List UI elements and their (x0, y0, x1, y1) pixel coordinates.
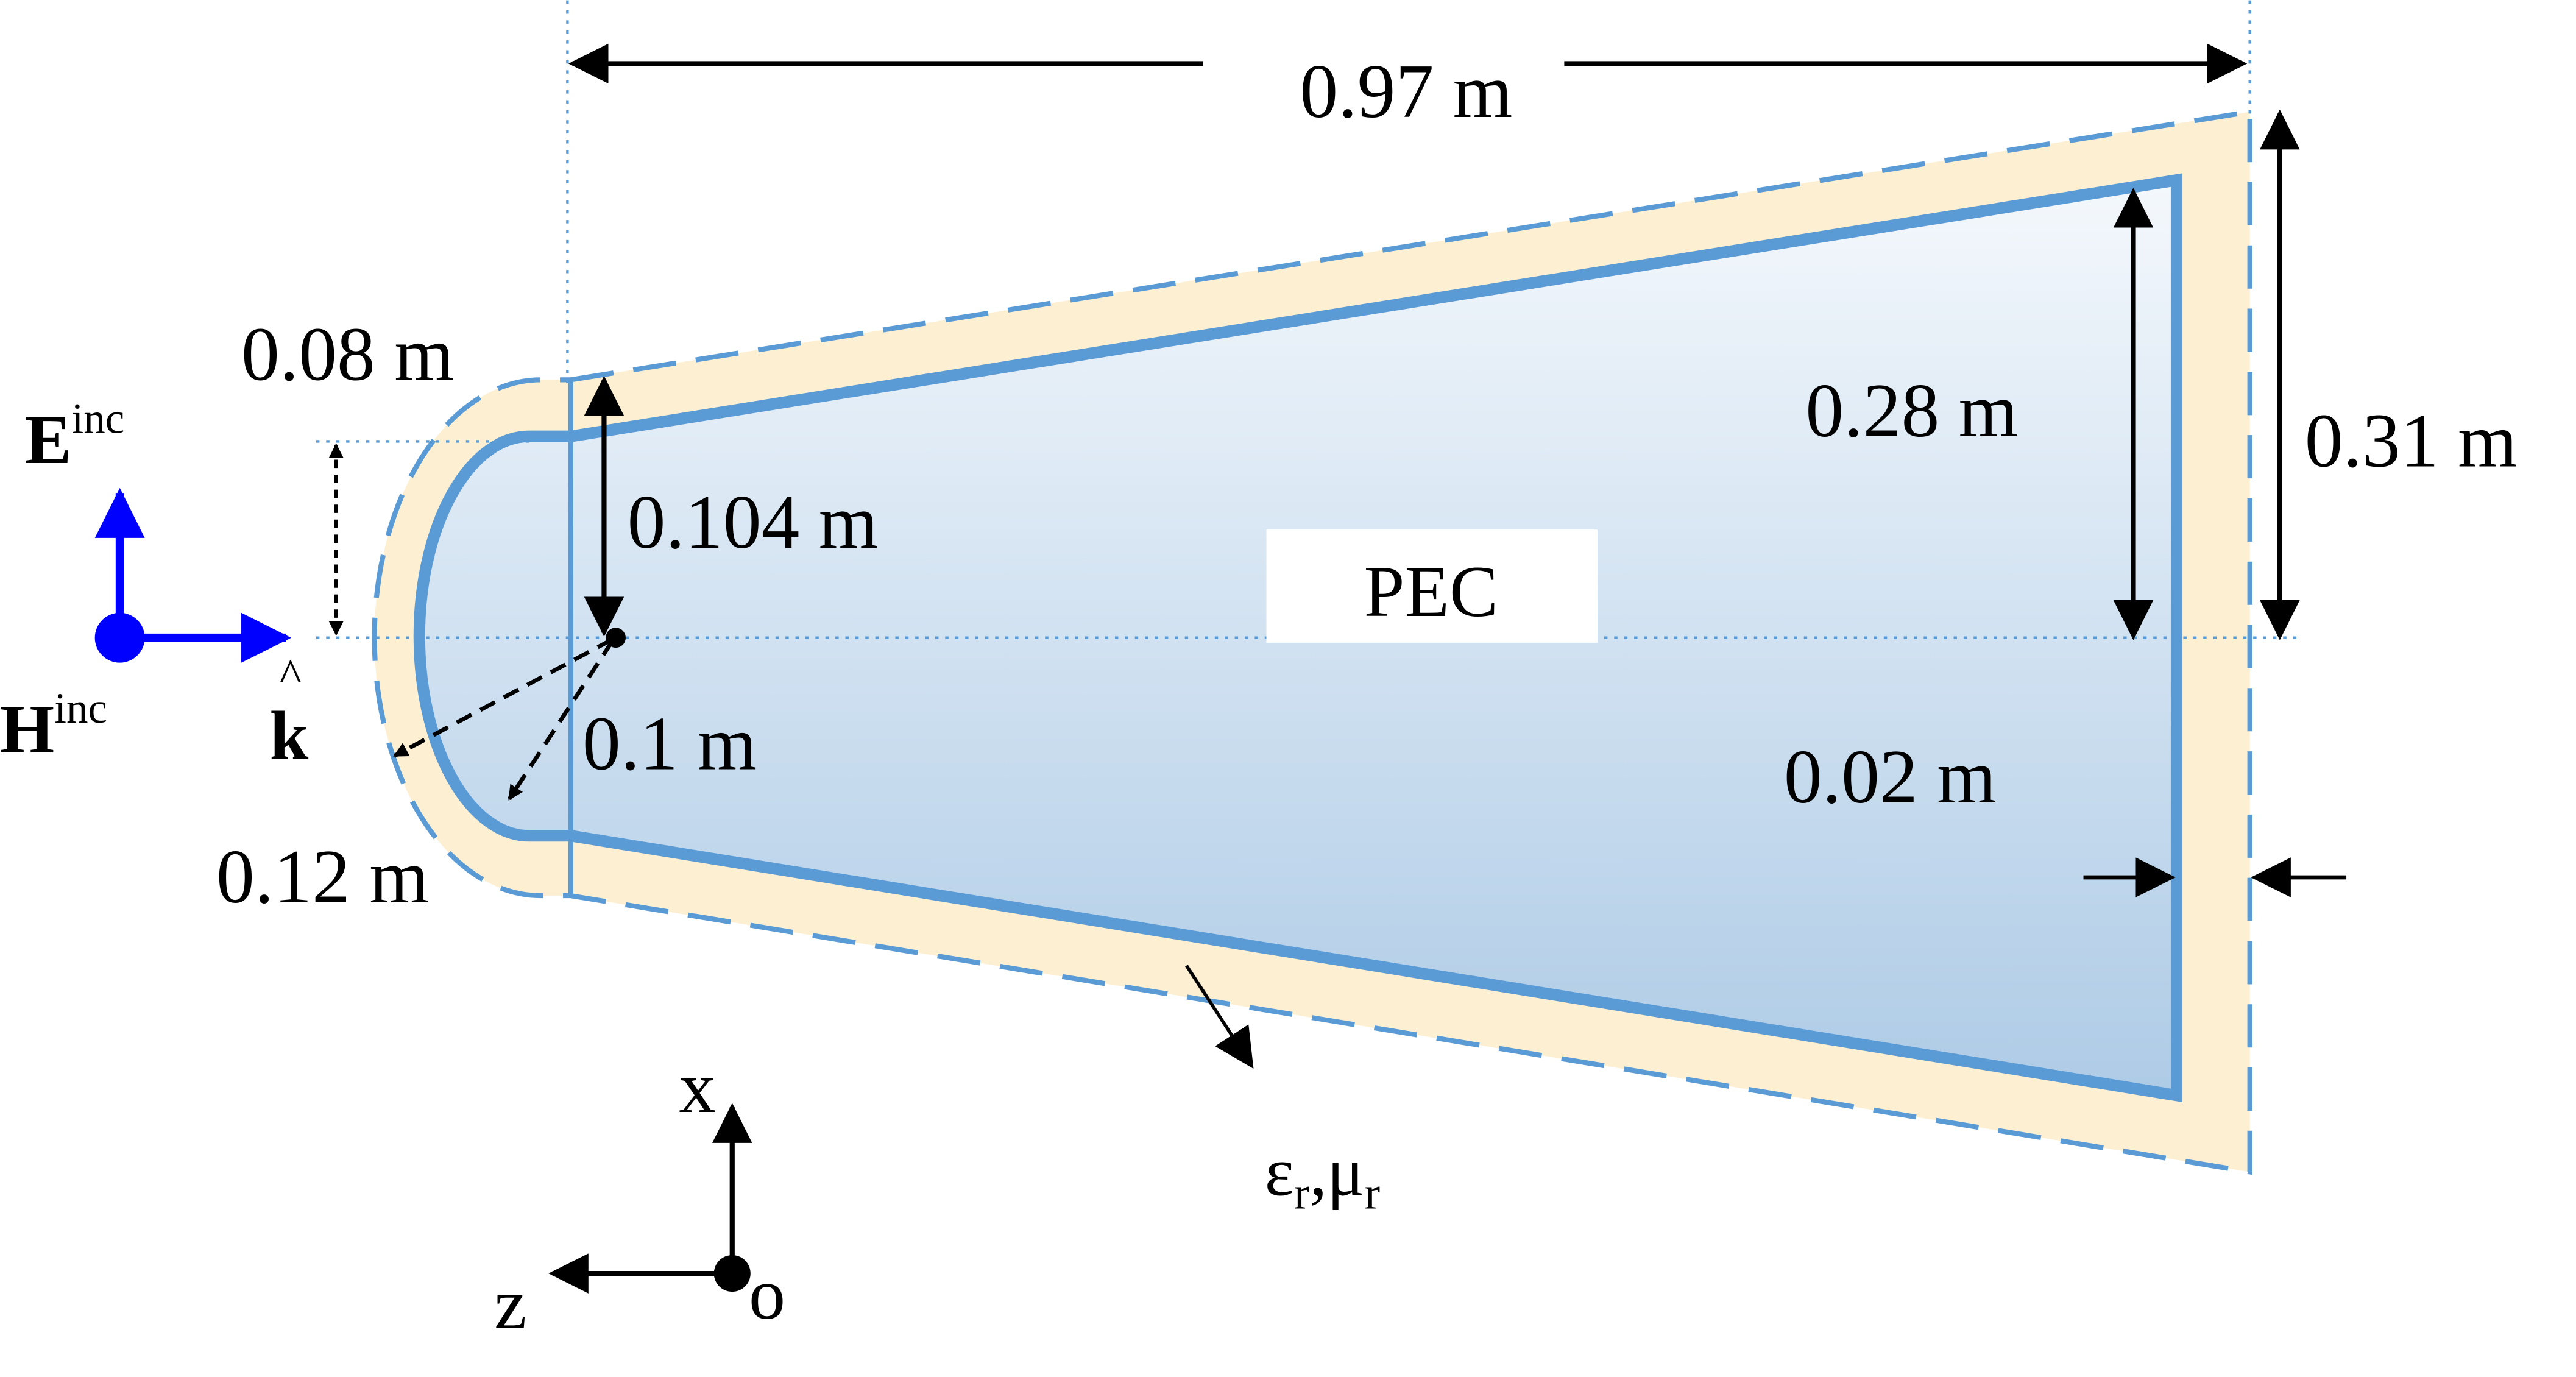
origin-label: o (749, 1253, 785, 1334)
material-pointer-arrow (1185, 965, 1254, 1069)
outer-height-dimension: 0.31 m (2260, 109, 2518, 640)
coating-thickness-dimension: 0.02 m (1784, 735, 2347, 897)
inner-height-label: 0.28 m (1805, 369, 2018, 453)
h-field-dot (94, 612, 145, 663)
tip-half-height-dimension: 0.104 m (584, 375, 879, 637)
k-hat-mark: ^ (280, 650, 302, 701)
overall-length-label: 0.97 m (1300, 49, 1512, 134)
incident-field-indicator: Einc Hinc ^ k (0, 395, 308, 774)
coordinate-axes: x z o (494, 1047, 785, 1344)
overall-length-dimension: 0.97 m (568, 43, 2248, 134)
tip-half-height-label: 0.104 m (628, 480, 879, 565)
z-axis-label: z (494, 1263, 526, 1344)
coating-thickness-label: 0.02 m (1784, 735, 1997, 819)
e-incident-label: Einc (25, 395, 124, 478)
pec-label-box (1266, 529, 1598, 643)
inner-height-dimension: 0.28 m (1805, 188, 2154, 640)
origin-dot (713, 1255, 751, 1292)
material-label: εr,μr (1265, 1133, 1380, 1219)
outer-radius-arrow (393, 637, 614, 758)
h-incident-label: Hinc (0, 685, 107, 768)
inner-radius-arrow (507, 640, 614, 801)
tip-offset-label: 0.08 m (241, 312, 454, 397)
outer-radius-label: 0.12 m (216, 835, 429, 919)
x-axis-label: x (679, 1047, 715, 1128)
outer-height-label: 0.31 m (2305, 398, 2518, 483)
k-vector-label: k (269, 697, 308, 774)
tip-offset-dimension: 0.08 m (241, 312, 454, 636)
inner-radius-label: 0.1 m (582, 701, 757, 786)
radius-lines (393, 637, 614, 801)
pec-label: PEC (1364, 551, 1498, 632)
